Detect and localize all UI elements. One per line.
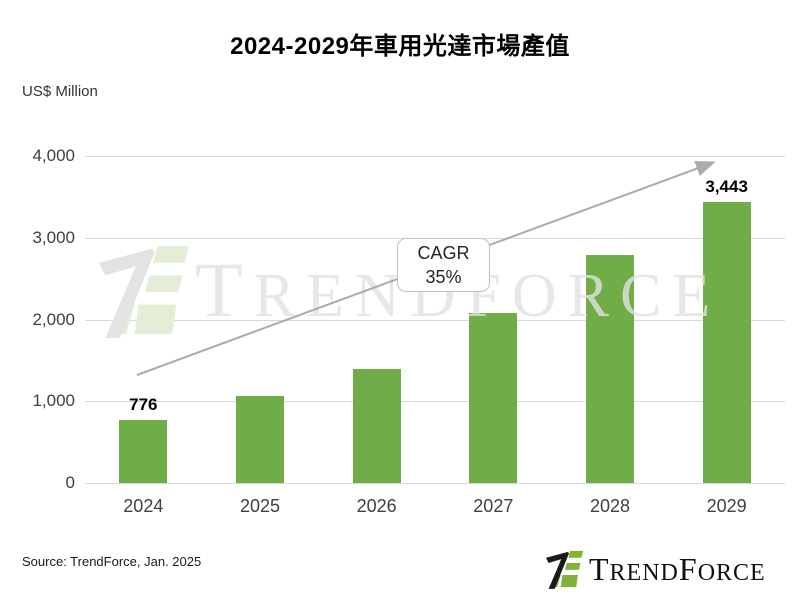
x-tick-label-2025: 2025	[239, 496, 281, 516]
trendforce-logo-text: TRENDFORCE	[589, 553, 766, 585]
gridline-4000	[85, 156, 785, 157]
trendforce-logo-icon	[546, 550, 584, 589]
y-tick-label-4000: 4,000	[32, 146, 75, 165]
y-tick-label-3000: 3,000	[32, 227, 75, 247]
trendforce-logo: TRENDFORCE	[546, 548, 766, 590]
logo-rend: REND	[609, 560, 679, 586]
x-tick-label-2029: 2029	[706, 496, 747, 516]
y-tick-label-2000: 2,000	[32, 309, 75, 329]
x-tick-label-2028: 2028	[589, 496, 631, 516]
bar-2029	[702, 201, 751, 483]
y-axis-unit-label: US$ Million	[22, 83, 98, 100]
cagr-value: 35%	[425, 267, 462, 287]
bar-2025	[236, 396, 284, 483]
chart-title: 2024-2029年車用光達市場產值	[230, 33, 570, 60]
logo-letter-t: T	[589, 551, 610, 587]
data-label-2024: 776	[129, 394, 158, 414]
gridline-0	[85, 483, 785, 484]
plot-area: 4,000 3,000 2,000 1,000 0 2024 776 2025 2026 2027…	[32, 146, 785, 516]
x-tick-label-2026: 2026	[356, 496, 397, 516]
bar-2026	[352, 369, 401, 483]
y-tick-label-0: 0	[65, 473, 75, 492]
x-tick-label-2027: 2027	[473, 496, 514, 516]
y-tick-label-1000: 1,000	[32, 391, 75, 411]
cagr-annotation: CAGR 35%	[397, 238, 490, 292]
bar-2024	[119, 419, 168, 483]
gridline-1000	[85, 401, 785, 403]
logo-orce: ORCE	[697, 560, 766, 586]
bar-2027	[469, 312, 518, 483]
gridline-2000	[85, 319, 785, 321]
source-note: Source: TrendForce, Jan. 2025	[22, 554, 202, 569]
logo-letter-f: F	[678, 551, 698, 587]
data-label-2029: 3,443	[705, 176, 748, 196]
cagr-label: CAGR	[417, 243, 470, 263]
x-tick-label-2024: 2024	[123, 496, 164, 516]
bar-2028	[586, 254, 634, 483]
